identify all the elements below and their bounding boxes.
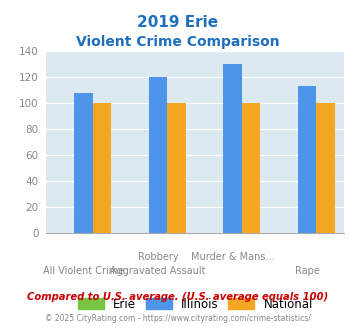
Text: Violent Crime Comparison: Violent Crime Comparison <box>76 35 279 49</box>
Text: 2019 Erie: 2019 Erie <box>137 15 218 30</box>
Legend: Erie, Illinois, National: Erie, Illinois, National <box>73 293 317 315</box>
Text: © 2025 CityRating.com - https://www.cityrating.com/crime-statistics/: © 2025 CityRating.com - https://www.city… <box>45 314 310 323</box>
Bar <box>316 103 335 233</box>
Text: Aggravated Assault: Aggravated Assault <box>110 266 206 276</box>
Text: Compared to U.S. average. (U.S. average equals 100): Compared to U.S. average. (U.S. average … <box>27 292 328 302</box>
Text: Robbery: Robbery <box>138 252 178 262</box>
Text: Murder & Mans...: Murder & Mans... <box>191 252 274 262</box>
Bar <box>223 64 242 233</box>
Text: All Violent Crime: All Violent Crime <box>43 266 124 276</box>
Text: Rape: Rape <box>295 266 320 276</box>
Bar <box>149 77 167 233</box>
Bar <box>242 103 261 233</box>
Bar <box>298 86 316 233</box>
Bar <box>74 93 93 233</box>
Bar <box>167 103 186 233</box>
Bar <box>93 103 111 233</box>
